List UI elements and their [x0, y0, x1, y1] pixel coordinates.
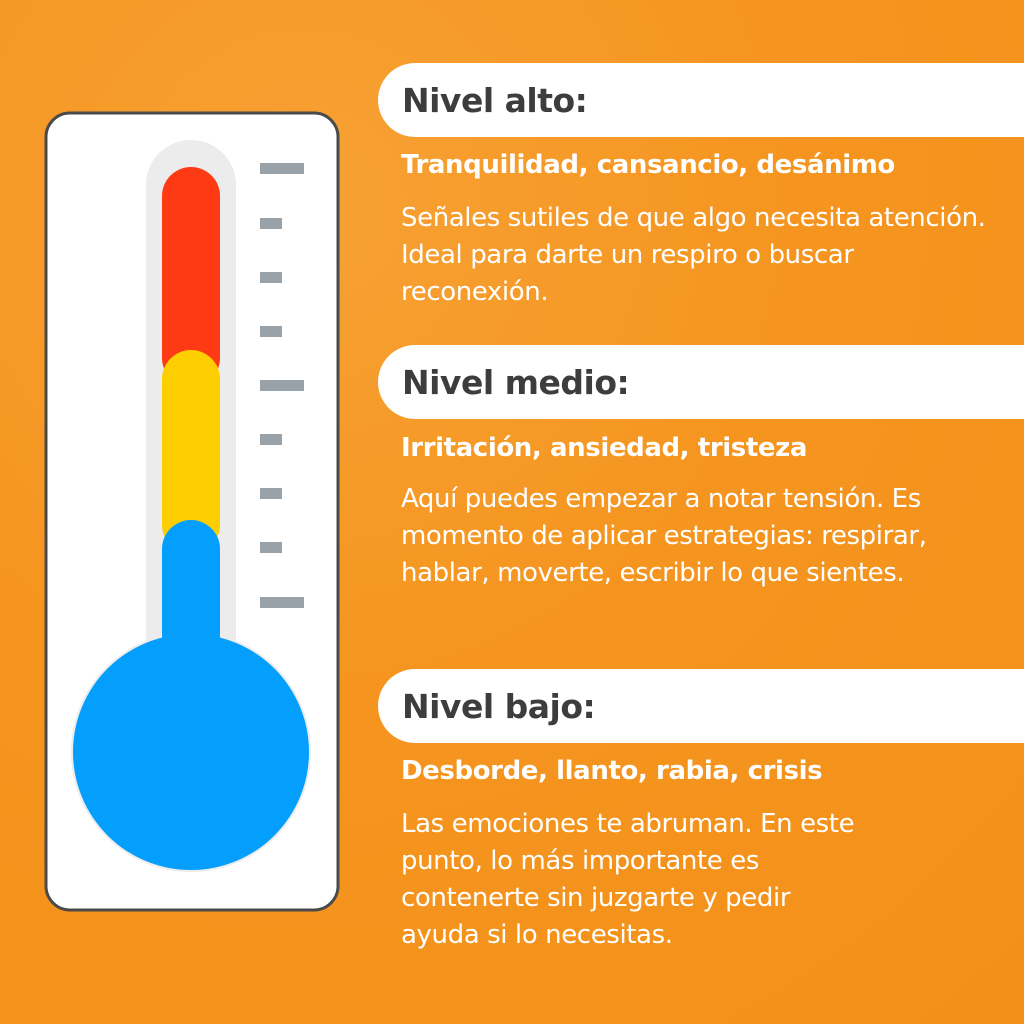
- level-high-description: Señales sutiles de que algo necesita ate…: [401, 203, 986, 307]
- level-medium-description: Aquí puedes empezar a notar tensión. Es …: [401, 484, 927, 588]
- scale-tick: [260, 434, 282, 445]
- scale-tick: [260, 326, 282, 337]
- level-low-subtitle: Desborde, llanto, rabia, crisis: [401, 756, 823, 786]
- level-medium-title: Nivel medio:: [402, 362, 630, 402]
- level-medium-header: Nivel medio:: [378, 345, 1024, 419]
- thermometer-scale: [260, 163, 304, 608]
- thermometer: [44, 111, 340, 912]
- scale-tick: [260, 488, 282, 499]
- thermometer-bulb: [73, 634, 309, 870]
- level-high-title: Nivel alto:: [402, 80, 588, 120]
- thermometer-segment-medium: [162, 350, 220, 554]
- scale-tick-major: [260, 597, 304, 608]
- scale-tick: [260, 272, 282, 283]
- level-low-description: Las emociones te abruman. En este punto,…: [401, 809, 855, 950]
- scale-tick-major: [260, 163, 304, 174]
- level-high-subtitle: Tranquilidad, cansancio, desánimo: [401, 150, 895, 180]
- level-medium-subtitle: Irritación, ansiedad, tristeza: [401, 433, 807, 463]
- scale-tick: [260, 542, 282, 553]
- scale-tick-major: [260, 380, 304, 391]
- thermometer-segment-high: [162, 167, 220, 387]
- level-low-title: Nivel bajo:: [402, 686, 596, 726]
- level-low-header: Nivel bajo:: [378, 669, 1024, 743]
- thermometer-segment-low: [162, 520, 220, 670]
- level-high-header: Nivel alto:: [378, 63, 1024, 137]
- scale-tick: [260, 218, 282, 229]
